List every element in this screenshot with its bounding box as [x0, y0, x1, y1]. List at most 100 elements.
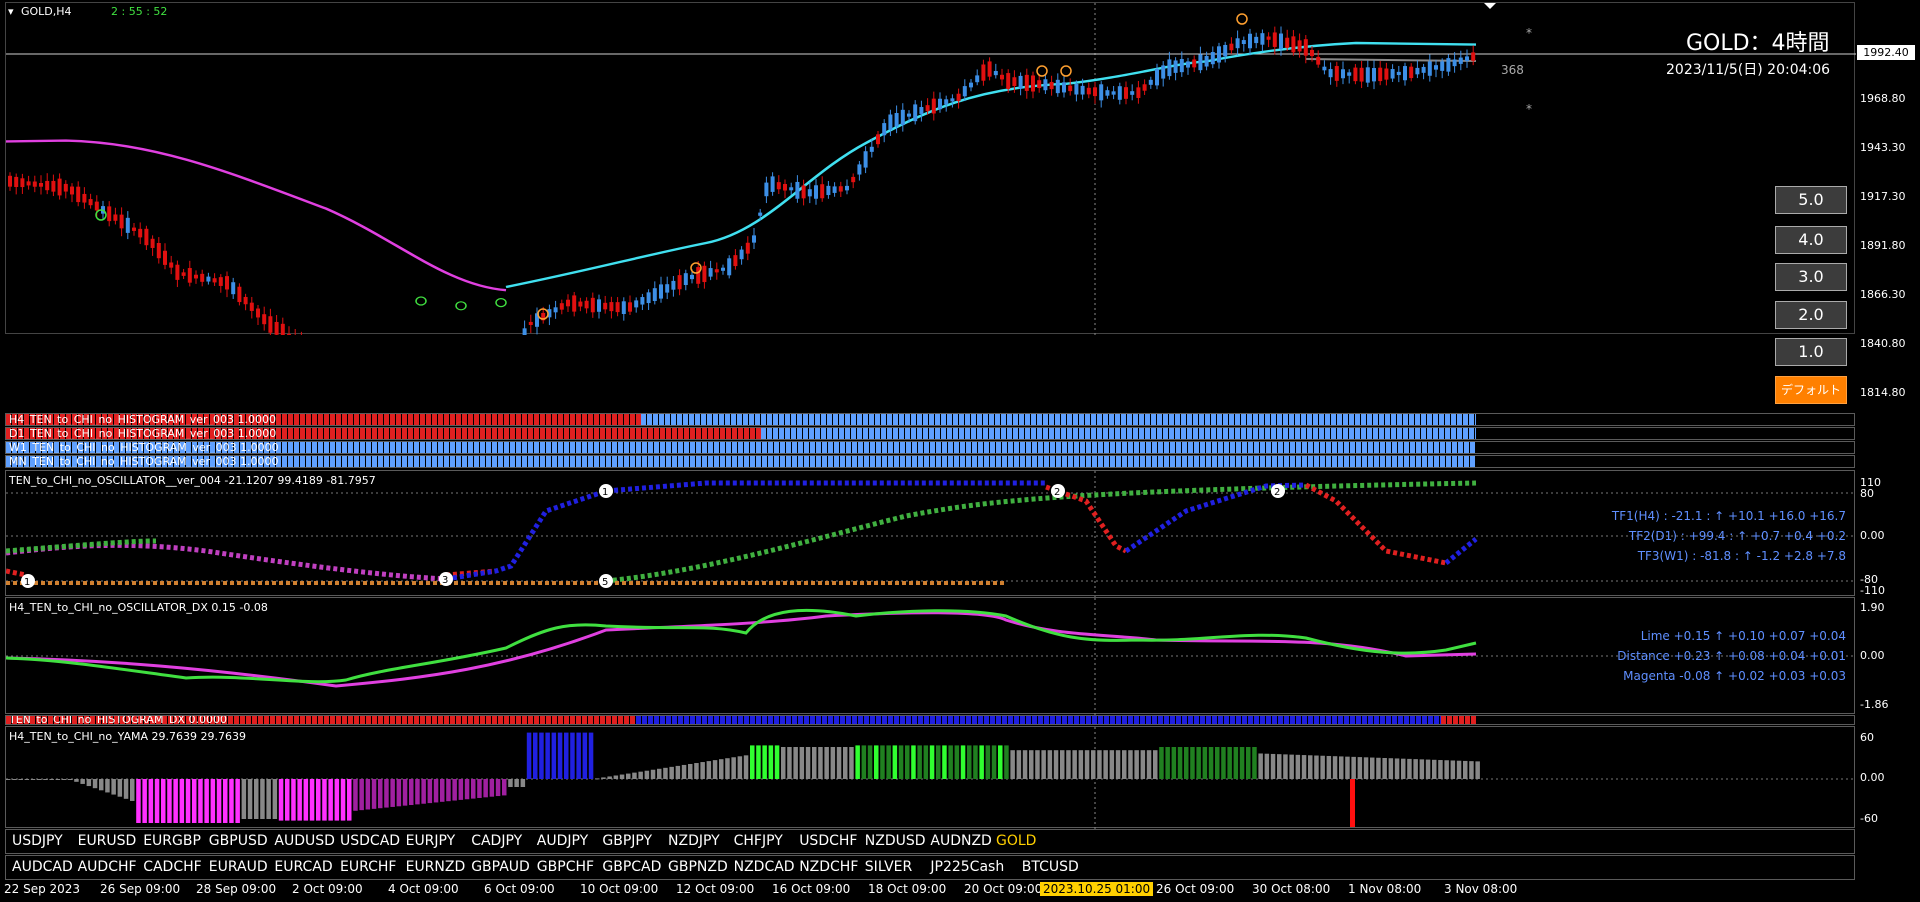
- dx-panel[interactable]: H4_TEN_to_CHI_no_OSCILLATOR_DX 0.15 -0.0…: [5, 597, 1856, 715]
- yama-bar: [805, 747, 811, 779]
- symbol-gbpusd[interactable]: GBPUSD: [208, 833, 268, 849]
- yama-scale-top: 60: [1860, 731, 1874, 744]
- osc-scale-0: 0.00: [1860, 529, 1885, 542]
- candle-body: [1446, 58, 1451, 72]
- symbol-eurgbp[interactable]: EURGBP: [143, 833, 201, 849]
- symbol-btcusd[interactable]: BTCUSD: [1021, 859, 1079, 875]
- default-button[interactable]: デフォルト: [1775, 376, 1847, 404]
- yama-bar: [1363, 757, 1369, 779]
- candle-body: [1210, 52, 1215, 65]
- svg-text:3: 3: [442, 575, 448, 586]
- price-scale-6: 1840.80: [1860, 337, 1906, 350]
- symbol-eurnzd[interactable]: EURNZD: [405, 859, 466, 875]
- symbol-gbpcad[interactable]: GBPCAD: [602, 859, 662, 875]
- symbol-gbpaud[interactable]: GBPAUD: [471, 859, 530, 875]
- collapse-arrow-icon[interactable]: ▾: [8, 5, 14, 18]
- scale-4-button[interactable]: 4.0: [1775, 226, 1847, 254]
- symbol-eurusd[interactable]: EURUSD: [77, 833, 137, 849]
- scale-3-button[interactable]: 3.0: [1775, 263, 1847, 291]
- symbol-audjpy[interactable]: AUDJPY: [536, 833, 589, 849]
- symbol-nzdusd[interactable]: NZDUSD: [864, 833, 926, 849]
- symbol-eurjpy[interactable]: EURJPY: [405, 833, 456, 849]
- yama-bar: [526, 732, 532, 779]
- main-chart-panel[interactable]: * * GOLD,H4 2 : 55 : 52 ▾ GOLD：4時間 2023/…: [5, 2, 1856, 335]
- yama-bar: [650, 769, 656, 779]
- yama-bar: [111, 779, 116, 795]
- candle-body: [1260, 33, 1265, 45]
- histogram-dx[interactable]: TEN_to_CHI_no_HISTOGRAM_DX 0.0000: [5, 715, 1855, 725]
- symbol-cadchf[interactable]: CADCHF: [143, 859, 202, 875]
- symbol-gbpjpy[interactable]: GBPJPY: [602, 833, 653, 849]
- candle-body: [764, 182, 769, 197]
- osc-scale-110: 110: [1860, 476, 1881, 489]
- symbol-chfjpy[interactable]: CHFJPY: [733, 833, 783, 849]
- yama-bar: [1314, 755, 1319, 779]
- yama-panel[interactable]: H4_TEN_to_CHI_no_YAMA 29.7639 29.7639: [5, 726, 1856, 829]
- symbol-silver[interactable]: SILVER: [864, 859, 913, 875]
- symbol-audusd[interactable]: AUDUSD: [274, 833, 335, 849]
- symbol-gbpnzd[interactable]: GBPNZD: [668, 859, 728, 875]
- yama-bar: [979, 745, 984, 779]
- candle-body: [993, 70, 998, 76]
- yama-bar: [545, 732, 550, 779]
- yama-bar: [1041, 750, 1046, 779]
- symbol-usdjpy[interactable]: USDJPY: [12, 833, 63, 849]
- symbol-eurcad[interactable]: EURCAD: [274, 859, 333, 875]
- candle-body: [553, 307, 558, 313]
- candle-body: [1384, 68, 1389, 80]
- scale-1-button[interactable]: 1.0: [1775, 338, 1847, 366]
- yama-bar: [192, 779, 197, 823]
- candle-body: [1471, 52, 1476, 61]
- date-tick: 4 Oct 09:00: [388, 882, 459, 896]
- price-scale-2: 1943.30: [1860, 141, 1906, 154]
- yama-bar: [1128, 750, 1133, 779]
- histogram-w1[interactable]: W1_TEN_to_CHI_no_HISTOGRAM_ver_003 1.000…: [5, 441, 1855, 454]
- symbol-audcad[interactable]: AUDCAD: [12, 859, 73, 875]
- candle-body: [1328, 69, 1333, 78]
- yama-bar: [489, 779, 495, 797]
- candle-body: [76, 186, 81, 203]
- yama-bar: [1413, 759, 1418, 779]
- symbol-jp225cash[interactable]: JP225Cash: [930, 859, 1005, 875]
- histogram-h4[interactable]: H4_TEN_to_CHI_no_HISTOGRAM_ver_003 1.000…: [5, 413, 1855, 426]
- scale-5-button[interactable]: 5.0: [1775, 186, 1847, 214]
- symbol-euraud[interactable]: EURAUD: [208, 859, 268, 875]
- symbol-usdchf[interactable]: USDCHF: [799, 833, 858, 849]
- yama-bar: [1004, 745, 1009, 779]
- candle-body: [1031, 75, 1035, 92]
- yama-bar: [774, 745, 780, 779]
- histogram-mn[interactable]: MN_TEN_to_CHI_no_HISTOGRAM_ver_003 1.000…: [5, 455, 1855, 468]
- scale-2-button[interactable]: 2.0: [1775, 301, 1847, 329]
- yama-bar: [1332, 756, 1338, 779]
- candle-body: [1347, 72, 1352, 76]
- yama-bar: [1122, 750, 1127, 779]
- candle-body: [857, 164, 862, 175]
- symbol-audchf[interactable]: AUDCHF: [77, 859, 137, 875]
- symbol-nzdcad[interactable]: NZDCAD: [733, 859, 795, 875]
- candle-body: [826, 185, 831, 196]
- yama-bar: [830, 747, 836, 779]
- symbol-eurchf[interactable]: EURCHF: [340, 859, 397, 875]
- symbol-cadjpy[interactable]: CADJPY: [471, 833, 523, 849]
- symbol-nzdjpy[interactable]: NZDJPY: [668, 833, 720, 849]
- yama-bar: [849, 747, 854, 779]
- candle-body: [547, 309, 552, 318]
- price-chart: * *: [6, 3, 1856, 335]
- yama-bar: [241, 779, 247, 819]
- symbol-audnzd[interactable]: AUDNZD: [930, 833, 992, 849]
- oscillator-panel[interactable]: 1 3 1 5 2 2 TEN_to_CHI_no_OSCILLATOR__ve…: [5, 470, 1856, 597]
- yama-bar: [260, 779, 265, 819]
- dx-scale-bottom: -1.86: [1860, 698, 1889, 711]
- candle-body: [287, 334, 291, 335]
- candle-body: [1192, 59, 1197, 68]
- symbol-gold[interactable]: GOLD: [996, 833, 1037, 849]
- histogram-h4-label: H4_TEN_to_CHI_no_HISTOGRAM_ver_003 1.000…: [9, 413, 277, 426]
- yama-bar: [923, 745, 929, 779]
- symbol-gbpchf[interactable]: GBPCHF: [536, 859, 595, 875]
- svg-text:*: *: [1526, 102, 1532, 116]
- histogram-d1[interactable]: D1_TEN_to_CHI_no_HISTOGRAM_ver_003 1.000…: [5, 427, 1855, 440]
- symbol-nzdchf[interactable]: NZDCHF: [799, 859, 859, 875]
- yama-bar: [61, 779, 67, 780]
- symbol-usdcad[interactable]: USDCAD: [340, 833, 401, 849]
- yama-bar: [1010, 750, 1015, 779]
